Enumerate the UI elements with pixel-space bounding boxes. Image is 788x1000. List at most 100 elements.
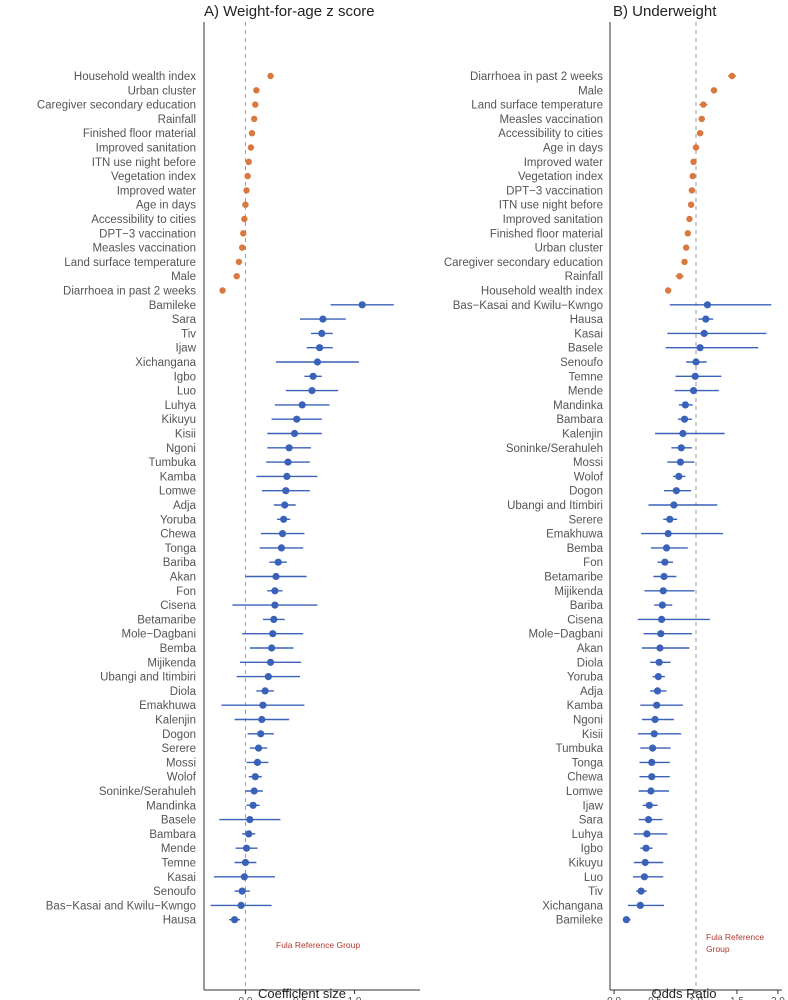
row-label: Land surface temperature xyxy=(64,257,196,269)
point-estimate xyxy=(664,530,672,538)
point-estimate xyxy=(293,415,301,423)
point-estimate xyxy=(358,301,366,309)
row-label: Accessibility to cities xyxy=(91,214,196,226)
row-label: Adja xyxy=(580,686,604,698)
point-estimate xyxy=(219,287,226,294)
row-label: Emakhuwa xyxy=(139,700,196,712)
point-estimate xyxy=(253,758,262,767)
point-estimate xyxy=(700,101,707,108)
point-estimate xyxy=(290,429,299,438)
row-label: Kalenjin xyxy=(562,429,603,441)
row-label: Age in days xyxy=(543,143,603,155)
point-estimate xyxy=(658,615,666,624)
point-estimate xyxy=(681,258,688,266)
panel-title: A) Weight-for-age z score xyxy=(204,3,375,20)
row-label: Temne xyxy=(161,858,196,870)
point-estimate xyxy=(622,916,630,924)
row-label: Bambara xyxy=(556,414,603,426)
x-tick-label: 2.0 xyxy=(771,996,785,1000)
point-estimate xyxy=(643,830,651,838)
point-estimate xyxy=(238,887,246,895)
point-estimate xyxy=(681,401,689,409)
point-estimate xyxy=(657,630,665,638)
reference-note-line2: Group xyxy=(706,944,730,954)
panel-underweight: B) Underweight 0.0 0.5 1.0 1.5 2.0 Odds Ratio D… xyxy=(444,3,785,1000)
point-estimate xyxy=(245,830,253,838)
point-estimate xyxy=(666,515,674,523)
row-label: Mende xyxy=(568,386,603,398)
point-estimate xyxy=(688,187,696,194)
point-estimate xyxy=(689,387,698,395)
row-label: Diola xyxy=(577,657,604,669)
point-estimate xyxy=(238,244,246,251)
row-label: Wolof xyxy=(167,772,197,784)
x-tick-label: 0.0 xyxy=(607,996,621,1000)
row-label: Basele xyxy=(568,343,603,355)
point-estimate xyxy=(308,387,316,395)
point-estimate xyxy=(284,458,292,466)
point-estimate xyxy=(648,744,657,752)
point-estimate xyxy=(703,301,712,309)
point-estimate xyxy=(691,372,699,380)
point-estimate xyxy=(245,158,252,165)
row-label: Chewa xyxy=(160,529,196,541)
row-label: Igbo xyxy=(174,371,196,383)
point-estimate xyxy=(237,901,245,910)
row-label: Ngoni xyxy=(166,443,196,455)
point-estimate xyxy=(266,658,275,666)
point-estimate xyxy=(241,858,250,867)
row-label: Kalenjin xyxy=(155,715,196,727)
point-estimate xyxy=(298,401,306,409)
row-label: Xichangana xyxy=(135,357,196,369)
row-label: Household wealth index xyxy=(74,71,196,83)
row-label: Senoufo xyxy=(153,886,196,898)
point-estimate xyxy=(274,558,282,566)
row-label: Kasai xyxy=(167,872,196,884)
point-estimate xyxy=(648,773,656,781)
point-estimate xyxy=(247,144,255,151)
point-estimate xyxy=(645,801,653,809)
reference-note-line1: Fula Reference xyxy=(706,932,764,942)
point-estimate xyxy=(318,329,326,337)
point-estimate xyxy=(640,873,649,881)
point-estimate xyxy=(309,372,317,380)
point-estimate xyxy=(647,787,655,795)
point-estimate xyxy=(692,358,700,366)
point-estimate xyxy=(641,858,649,867)
row-label: Ijaw xyxy=(583,800,604,812)
row-label: Mijikenda xyxy=(554,586,603,598)
row-label: Cisena xyxy=(160,600,196,612)
row-label: Tonga xyxy=(572,757,604,769)
point-estimate xyxy=(660,572,668,581)
point-estimate xyxy=(686,215,693,223)
row-label: Accessibility to cities xyxy=(498,128,603,140)
row-label: DPT−3 vaccination xyxy=(99,228,196,240)
row-label: Igbo xyxy=(581,843,603,855)
row-label: Lomwe xyxy=(159,486,196,498)
row-label: Bamileke xyxy=(556,915,603,927)
row-label: Kamba xyxy=(160,471,197,483)
row-label: Improved water xyxy=(524,157,603,169)
row-label: Vegetation index xyxy=(518,171,603,183)
row-label: Senoufo xyxy=(560,357,603,369)
point-estimate xyxy=(268,644,276,652)
point-estimate xyxy=(250,115,258,123)
row-label: Household wealth index xyxy=(481,286,603,298)
point-estimate xyxy=(700,329,708,337)
row-label: Rainfall xyxy=(565,271,603,283)
point-estimate xyxy=(670,501,678,509)
point-estimate xyxy=(233,273,240,280)
point-estimate xyxy=(272,572,280,581)
row-label: Tumbuka xyxy=(555,743,603,755)
point-estimate xyxy=(698,115,705,123)
row-label: Adja xyxy=(173,500,197,512)
row-label: Lomwe xyxy=(566,786,603,798)
point-estimate xyxy=(264,673,272,681)
row-label: DPT−3 vaccination xyxy=(506,185,603,197)
row-label: Bamileke xyxy=(149,300,196,312)
point-estimate xyxy=(251,773,259,781)
point-estimate xyxy=(241,215,248,223)
point-estimate xyxy=(271,601,279,609)
row-label: Sara xyxy=(172,314,197,326)
point-estimate xyxy=(280,515,288,523)
